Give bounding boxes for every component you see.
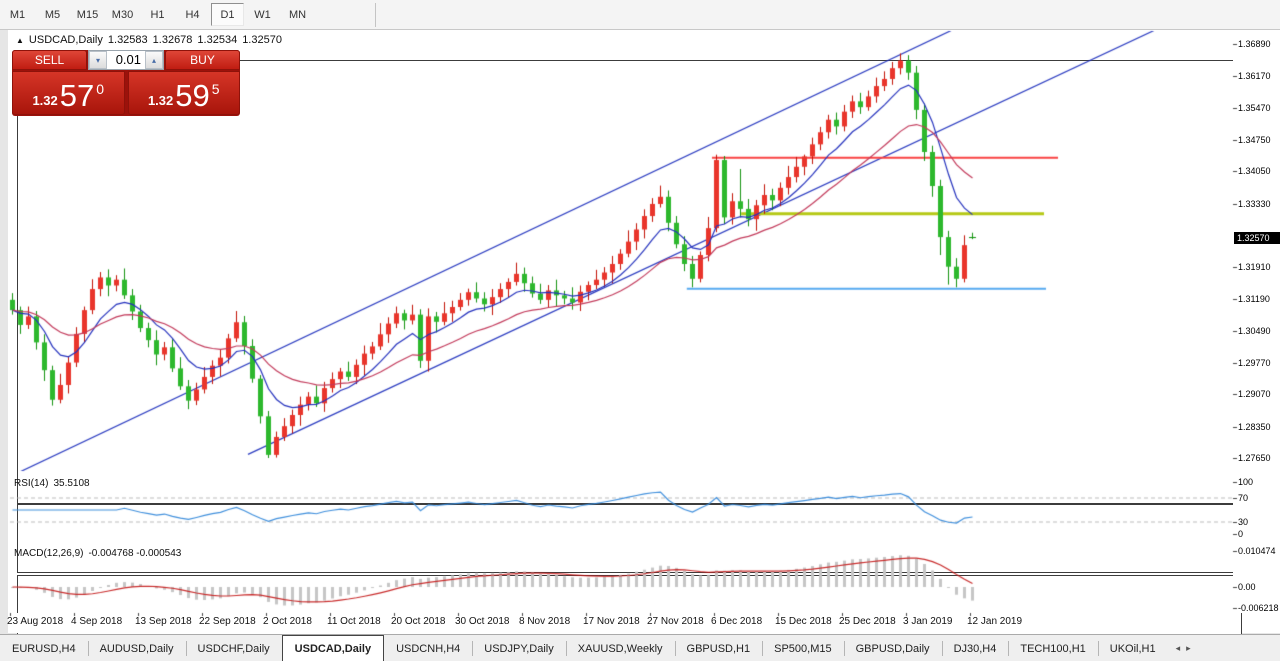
date-axis-label: 13 Sep 2018 — [135, 616, 192, 627]
tab-usdjpy-daily[interactable]: USDJPY,Daily — [472, 635, 566, 661]
macd-axis-label: 0.00 — [1238, 582, 1256, 592]
tab-sp500-m15[interactable]: SP500,M15 — [762, 635, 843, 661]
collapse-icon[interactable]: ▲ — [16, 35, 24, 45]
price-axis-label: 1.29770 — [1238, 358, 1271, 368]
price-axis-label: 1.36170 — [1238, 71, 1271, 82]
bid-pip-digit: 0 — [96, 81, 105, 97]
price-axis-label: 1.35470 — [1238, 102, 1271, 113]
chart-title: ▲ USDCAD,Daily 1.32583 1.32678 1.32534 1… — [16, 34, 282, 46]
ohlc-high: 1.32678 — [152, 34, 193, 46]
symbol-tabstrip: EURUSD,H4 AUDUSD,Daily USDCHF,Daily USDCAD,… — [0, 634, 1280, 661]
ohlc-low: 1.32534 — [197, 34, 238, 46]
ask-prefix: 1.32 — [147, 93, 174, 108]
tab-dj30-h4[interactable]: DJ30,H4 — [941, 635, 1009, 661]
price-axis-label: 1.31910 — [1238, 262, 1271, 273]
date-axis-label: 8 Nov 2018 — [519, 616, 571, 627]
tab-usdchf-daily[interactable]: USDCHF,Daily — [185, 635, 282, 661]
volume-decrease-icon[interactable]: ▾ — [89, 51, 107, 69]
price-axis-label: 1.33330 — [1238, 198, 1271, 209]
rsi-value: 35.5108 — [53, 478, 90, 489]
date-axis-label: 25 Dec 2018 — [839, 616, 896, 627]
ask-big-digits: 59 — [175, 78, 210, 113]
sell-price-button[interactable]: 1.32 57 0 — [12, 71, 125, 115]
volume-increase-icon[interactable]: ▴ — [145, 51, 163, 69]
tab-xauusd-weekly[interactable]: XAUUSD,Weekly — [565, 635, 675, 661]
price-axis-label: 1.31190 — [1238, 294, 1270, 305]
price-axis-label: 1.30490 — [1238, 325, 1271, 336]
tab-scroll-left-icon[interactable]: ◂ — [1175, 643, 1181, 653]
tab-gbpusd-daily[interactable]: GBPUSD,Daily — [843, 635, 942, 661]
one-click-trading-panel: SELL ▾ 0.01 ▴ BUY 1.32 57 0 1.32 59 5 — [12, 50, 240, 116]
rsi-axis-label: 0 — [1238, 529, 1244, 539]
date-axis-label: 2 Oct 2018 — [263, 616, 312, 627]
macd-label: MACD(12,26,9) -0.004768 -0.000543 — [14, 548, 181, 559]
macd-value: -0.004768 -0.000543 — [88, 548, 182, 559]
date-axis-label: 22 Sep 2018 — [199, 616, 256, 627]
price-axis-label: 1.29070 — [1238, 389, 1271, 400]
volume-stepper: ▾ 0.01 ▴ — [88, 50, 164, 70]
macd-name: MACD(12,26,9) — [14, 548, 84, 559]
date-axis-label: 12 Jan 2019 — [967, 616, 1023, 627]
date-axis-label: 4 Sep 2018 — [71, 616, 123, 627]
rsi-axis-label: 30 — [1238, 517, 1249, 527]
rsi-name: RSI(14) — [14, 478, 49, 489]
date-axis-label: 6 Dec 2018 — [711, 616, 763, 627]
tab-usdcad-daily[interactable]: USDCAD,Daily — [281, 635, 385, 661]
tab-scroll-controls: ◂ ▸ — [1168, 635, 1199, 661]
bid-big-digits: 57 — [59, 78, 95, 113]
tab-eurusd-h4[interactable]: EURUSD,H4 — [12, 642, 76, 655]
tab-scroll-right-icon[interactable]: ▸ — [1186, 643, 1191, 653]
date-axis-label: 30 Oct 2018 — [455, 616, 510, 627]
tab-ukoil-h1[interactable]: UKOil,H1 — [1097, 635, 1168, 661]
macd-axis-label: -0.006218 — [1238, 603, 1279, 613]
bid-prefix: 1.32 — [32, 93, 58, 108]
tab-audusd-daily[interactable]: AUDUSD,Daily — [87, 635, 186, 661]
buy-price-button[interactable]: 1.32 59 5 — [127, 71, 240, 115]
date-axis-label: 20 Oct 2018 — [391, 616, 446, 627]
symbol-tabs: EURUSD,H4 AUDUSD,Daily USDCHF,Daily USDCAD,… — [0, 635, 1168, 661]
price-axis-label: 1.36890 — [1238, 39, 1271, 49]
date-axis-label: 3 Jan 2019 — [903, 616, 953, 627]
macd-axis-label: 0.010474 — [1238, 546, 1276, 556]
tab-usdcnh-h4[interactable]: USDCNH,H4 — [396, 642, 461, 655]
ohlc-close: 1.32570 — [242, 34, 282, 46]
date-axis-label: 15 Dec 2018 — [775, 616, 832, 627]
buy-button[interactable]: BUY — [165, 50, 240, 70]
sell-button[interactable]: SELL — [12, 50, 87, 70]
tab-tech100-h1[interactable]: TECH100,H1 — [1008, 635, 1097, 661]
rsi-axis-label: 70 — [1238, 493, 1249, 503]
date-axis-label: 27 Nov 2018 — [647, 616, 704, 627]
rsi-axis-label: 100 — [1238, 477, 1254, 487]
price-axis-label: 1.34750 — [1238, 134, 1271, 145]
price-axis-label: 1.28350 — [1238, 421, 1271, 432]
volume-input[interactable]: 0.01 — [115, 52, 141, 67]
date-axis-label: 23 Aug 2018 — [7, 616, 64, 627]
rsi-label: RSI(14) 35.5108 — [14, 478, 90, 489]
current-price-tag: 1.32570 — [1234, 231, 1280, 244]
price-axis-label: 1.27650 — [1238, 453, 1271, 463]
ohlc-open: 1.32583 — [107, 34, 148, 46]
date-axis-label: 17 Nov 2018 — [583, 616, 640, 627]
chart-symbol-label: USDCAD,Daily — [28, 34, 103, 46]
ask-pip-digit: 5 — [211, 81, 220, 97]
tab-gbpusd-h1[interactable]: GBPUSD,H1 — [674, 635, 763, 661]
price-axis-label: 1.34050 — [1238, 166, 1271, 177]
date-axis-label: 11 Oct 2018 — [327, 616, 381, 627]
